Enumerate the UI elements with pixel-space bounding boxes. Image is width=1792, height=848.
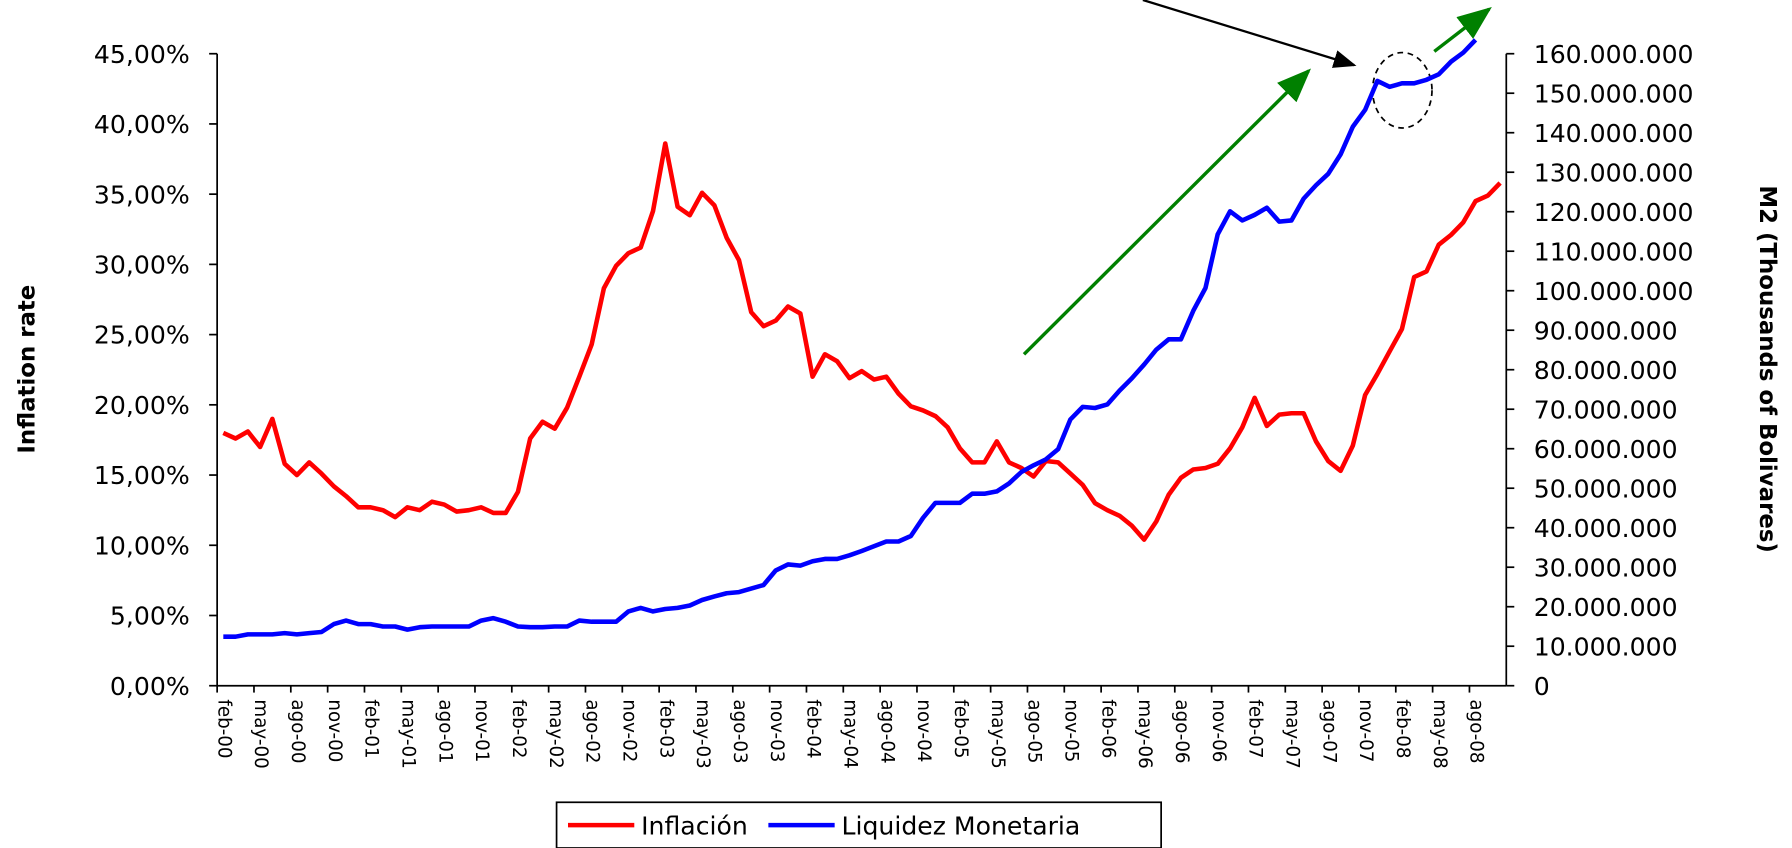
highlight-ellipse xyxy=(1371,51,1433,129)
x-tick-label: ago-08 xyxy=(1466,699,1487,763)
x-tick-label: ago-04 xyxy=(876,699,897,763)
x-tick-label: nov-00 xyxy=(324,699,345,762)
y-tick-label: 20,00% xyxy=(94,391,190,420)
x-tick-label: nov-04 xyxy=(913,699,934,762)
legend-label: Liquidez Monetaria xyxy=(842,811,1081,840)
x-tick-label: feb-01 xyxy=(361,699,382,758)
x-tick-label: nov-07 xyxy=(1355,699,1376,762)
y-tick-label: 5,00% xyxy=(110,602,190,631)
y2-tick-label: 30.000.000 xyxy=(1534,553,1678,582)
y2-tick-label: 110.000.000 xyxy=(1534,237,1694,266)
x-tick-label: may-05 xyxy=(987,699,1008,768)
y2-tick-label: 100.000.000 xyxy=(1534,277,1694,306)
x-tick-label: may-00 xyxy=(250,699,271,768)
y-tick-label: 15,00% xyxy=(94,461,190,490)
x-tick-label: feb-08 xyxy=(1392,699,1413,758)
x-tick-label: nov-06 xyxy=(1208,699,1229,762)
y2-tick-label: 150.000.000 xyxy=(1534,79,1694,108)
trend-arrow xyxy=(1433,7,1492,53)
series-line xyxy=(223,38,1478,639)
x-tick-label: feb-03 xyxy=(655,699,676,758)
y2-tick-label: 90.000.000 xyxy=(1534,316,1678,345)
x-tick-label: ago-00 xyxy=(287,699,308,763)
x-tick-label: may-04 xyxy=(839,699,860,768)
x-tick-label: ago-06 xyxy=(1171,699,1192,763)
x-tick-label: feb-02 xyxy=(508,699,529,758)
x-tick-label: ago-07 xyxy=(1318,699,1339,763)
y2-tick-label: 120.000.000 xyxy=(1534,198,1694,227)
y2-tick-label: 20.000.000 xyxy=(1534,593,1678,622)
y2-tick-label: 50.000.000 xyxy=(1534,474,1678,503)
x-tick-label: may-07 xyxy=(1281,699,1302,768)
legend-label: Inflación xyxy=(641,811,748,840)
y-tick-label: 0,00% xyxy=(110,672,190,701)
x-tick-label: feb-00 xyxy=(213,699,234,758)
y-tick-label: 10,00% xyxy=(94,531,190,560)
legend-box xyxy=(555,801,1162,848)
trend-arrow xyxy=(1022,68,1312,356)
x-tick-label: ago-02 xyxy=(582,699,603,763)
x-tick-label: may-03 xyxy=(692,699,713,768)
x-tick-label: feb-04 xyxy=(803,699,824,758)
x-tick-label: may-02 xyxy=(545,699,566,768)
x-tick-label: feb-05 xyxy=(950,699,971,758)
x-tick-label: nov-01 xyxy=(471,699,492,762)
y-tick-label: 40,00% xyxy=(94,110,190,139)
x-tick-label: may-08 xyxy=(1429,699,1450,768)
y-tick-label: 45,00% xyxy=(94,40,190,69)
y2-tick-label: 160.000.000 xyxy=(1534,40,1694,69)
x-tick-label: may-06 xyxy=(1134,699,1155,768)
x-tick-label: nov-05 xyxy=(1060,699,1081,762)
y-tick-label: 25,00% xyxy=(94,321,190,350)
y2-tick-label: 80.000.000 xyxy=(1534,356,1678,385)
y2-tick-label: 70.000.000 xyxy=(1534,395,1678,424)
x-tick-label: feb-07 xyxy=(1245,699,1266,758)
y2-axis-title: M2 (Thousands of Bolivares) xyxy=(1754,185,1780,552)
series-line xyxy=(222,141,1502,542)
x-tick-label: ago-03 xyxy=(729,699,750,763)
y2-tick-label: 10.000.000 xyxy=(1534,632,1678,661)
y2-tick-label: 0 xyxy=(1534,672,1550,701)
y-tick-label: 35,00% xyxy=(94,180,190,209)
y2-tick-label: 60.000.000 xyxy=(1534,435,1678,464)
x-tick-label: ago-01 xyxy=(434,699,455,763)
x-tick-label: may-01 xyxy=(397,699,418,768)
y2-tick-label: 40.000.000 xyxy=(1534,514,1678,543)
y-axis-title: Inflation rate xyxy=(14,285,40,454)
y-tick-label: 30,00% xyxy=(94,251,190,280)
x-tick-label: nov-02 xyxy=(618,699,639,762)
y2-tick-label: 140.000.000 xyxy=(1534,119,1694,148)
annotation-arrow xyxy=(1142,0,1357,68)
x-tick-label: nov-03 xyxy=(766,699,787,762)
x-tick-label: ago-05 xyxy=(1024,699,1045,763)
y2-tick-label: 130.000.000 xyxy=(1534,158,1694,187)
x-tick-label: feb-06 xyxy=(1097,699,1118,758)
